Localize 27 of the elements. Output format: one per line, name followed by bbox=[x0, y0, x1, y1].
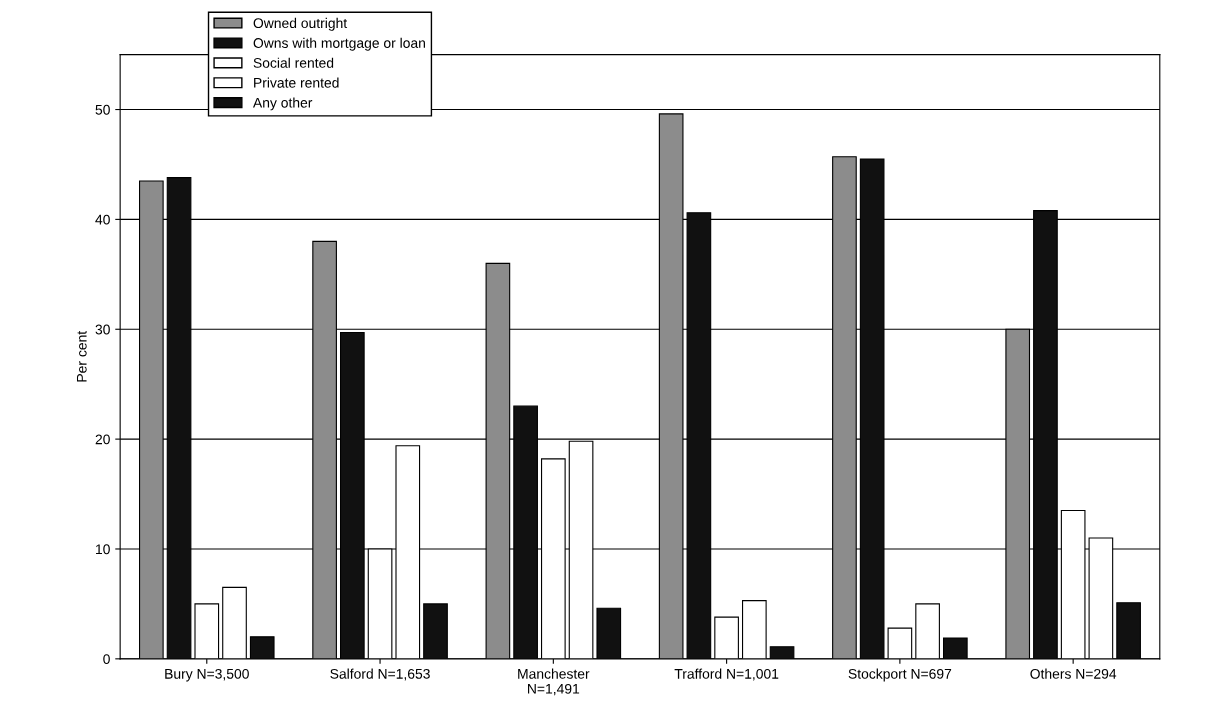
x-tick-label: Manchester N=1,491 bbox=[518, 668, 590, 696]
legend-label: Any other bbox=[252, 97, 313, 111]
bar bbox=[915, 603, 940, 659]
x-tick-label: Trafford N=1,001 bbox=[674, 668, 779, 681]
y-tick-label: 0 bbox=[103, 654, 110, 665]
bar bbox=[596, 607, 622, 659]
legend-label: Private rented bbox=[254, 77, 339, 88]
y-tick-label: 50 bbox=[95, 104, 110, 115]
bar bbox=[741, 600, 767, 659]
legend-label: Social rented bbox=[253, 57, 334, 68]
x-tick-label: Others N=294 bbox=[1030, 668, 1117, 679]
x-tick-label: Salford N=1,653 bbox=[330, 668, 430, 681]
bar bbox=[423, 603, 448, 659]
x-tick-label: Bury N=3,500 bbox=[165, 668, 249, 682]
bar bbox=[942, 637, 968, 659]
y-tick-label: 20 bbox=[95, 434, 110, 445]
bar bbox=[769, 646, 795, 659]
y-tick-label: 10 bbox=[96, 544, 110, 555]
y-tick-label: 40 bbox=[95, 214, 110, 225]
y-tick-label: 30 bbox=[95, 324, 110, 335]
bar bbox=[1116, 602, 1141, 659]
legend-label: Owned outright bbox=[253, 17, 348, 31]
x-tick-label: Stockport N=697 bbox=[848, 668, 952, 682]
bar bbox=[249, 636, 275, 659]
bar bbox=[222, 586, 247, 659]
legend-label: Owns with mortgage or loan bbox=[253, 37, 425, 51]
y-axis-title: Per cent bbox=[76, 330, 87, 382]
